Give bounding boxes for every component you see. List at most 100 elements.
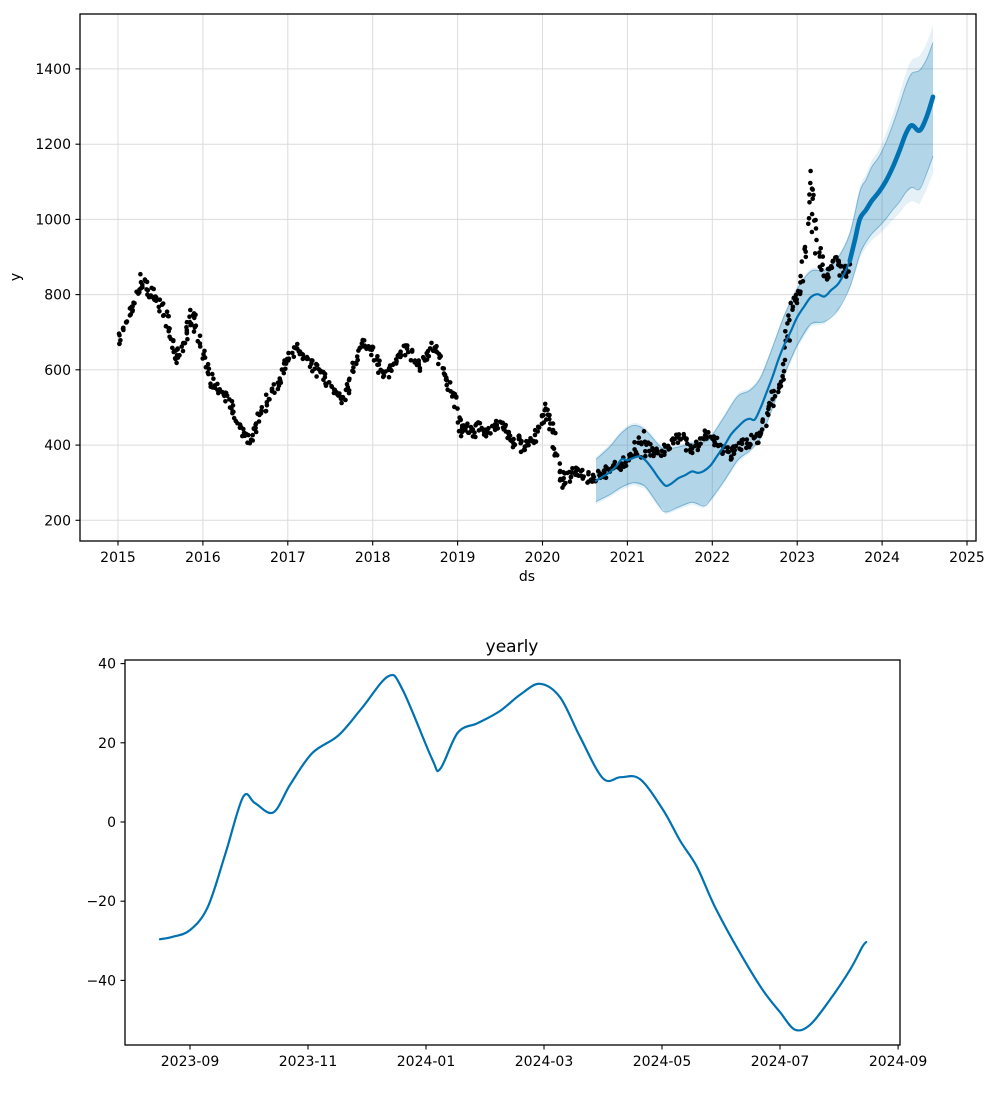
observation-dot: [813, 217, 818, 223]
observation-dot: [160, 301, 166, 306]
observation-dot: [798, 273, 803, 279]
observation-dot: [830, 258, 836, 264]
observation-dot: [541, 412, 546, 418]
observation-dot: [809, 186, 815, 191]
observation-dot: [526, 439, 531, 444]
observation-dot: [732, 447, 737, 453]
observation-dot: [683, 448, 689, 453]
observation-dot: [231, 409, 236, 415]
observation-dot: [794, 297, 799, 302]
observation-dot: [399, 353, 404, 358]
observation-dot: [783, 329, 788, 334]
observation-dot: [542, 401, 548, 407]
observation-dot: [286, 356, 292, 362]
observation-dot: [675, 440, 681, 446]
observation-dot: [785, 321, 790, 326]
observation-dot: [210, 371, 215, 377]
observation-dot: [612, 459, 618, 465]
observation-dot: [314, 362, 320, 368]
yearly-component-chart: 2023-09 2023-11 2024-01 2024-03 2024-05 2024-…: [86, 657, 927, 1070]
x-tick-label: 2023-09: [161, 1054, 220, 1070]
observation-dot: [427, 346, 433, 351]
observation-dot: [808, 168, 813, 174]
observation-dot: [619, 461, 624, 466]
observation-dot: [655, 450, 660, 456]
observation-dot: [346, 388, 352, 393]
observation-dot: [507, 433, 513, 439]
observation-dot: [124, 319, 130, 324]
observation-dot: [290, 350, 295, 356]
observation-dot: [806, 221, 811, 227]
observation-dot: [247, 440, 253, 446]
x-tick-label: 2019: [440, 550, 476, 566]
observation-dot: [550, 430, 555, 435]
observation-dot: [264, 400, 270, 405]
observation-dot: [475, 420, 481, 425]
observation-dot: [818, 246, 823, 251]
observation-dot: [444, 382, 450, 388]
observation-dot: [535, 429, 540, 434]
observation-dot: [662, 449, 667, 455]
observation-dot: [164, 309, 170, 315]
observation-dot: [694, 439, 699, 445]
forecast-line-history: [594, 259, 851, 488]
observation-dot: [601, 468, 607, 473]
observation-dot: [532, 432, 538, 438]
observation-dot: [116, 331, 122, 337]
observation-dot: [819, 267, 824, 273]
observation-dot: [483, 434, 489, 439]
observation-dot: [377, 358, 382, 364]
observation-dot: [369, 352, 374, 358]
observation-dot: [188, 307, 193, 313]
observation-dot: [283, 366, 288, 372]
observation-dot: [557, 461, 563, 466]
observation-dot: [671, 440, 676, 446]
observation-dot: [354, 354, 360, 359]
observation-dot: [547, 426, 552, 432]
observation-dot: [175, 355, 181, 360]
observation-dot: [667, 446, 673, 451]
observation-dot: [174, 360, 179, 366]
x-tick-label: 2023-11: [279, 1054, 338, 1070]
observation-dot: [216, 390, 221, 396]
x-tick-label: 2024-05: [633, 1054, 692, 1070]
observation-dot: [738, 447, 744, 453]
observation-dot: [286, 350, 291, 356]
observation-dot: [350, 360, 355, 366]
observation-dot: [138, 271, 143, 277]
observation-dot: [267, 397, 272, 402]
observation-dot: [130, 308, 135, 313]
observation-dot: [472, 430, 477, 435]
observation-dot: [118, 338, 123, 343]
x-tick-label: 2015: [100, 550, 136, 566]
observation-dot: [339, 400, 344, 406]
y-tick-label: −40: [86, 973, 116, 989]
observation-dot: [312, 366, 318, 372]
observation-dot: [580, 467, 585, 473]
observation-dot: [690, 450, 695, 456]
observation-dot: [455, 406, 460, 411]
observation-dot: [595, 468, 601, 474]
observation-dot: [650, 446, 655, 451]
x-tick-label: 2024-09: [869, 1054, 928, 1070]
observation-dot: [256, 419, 262, 424]
observation-dot: [790, 304, 796, 310]
observation-dot: [551, 446, 557, 452]
observation-dot: [837, 273, 842, 278]
observation-dot: [441, 366, 447, 371]
observation-dot: [802, 244, 808, 250]
observation-dot: [131, 300, 136, 306]
observation-dot: [140, 282, 145, 288]
observation-dot: [591, 474, 597, 480]
y-axis-label: y: [8, 273, 24, 281]
observation-dot: [160, 313, 166, 319]
observation-dot: [714, 435, 720, 441]
observation-dot: [689, 446, 695, 451]
observation-dot: [812, 251, 818, 256]
observation-dot: [197, 341, 203, 346]
x-tick-label: 2016: [185, 550, 221, 566]
x-tick-label: 2023: [779, 550, 815, 566]
observation-dot: [835, 258, 841, 263]
observation-dot: [533, 439, 539, 444]
